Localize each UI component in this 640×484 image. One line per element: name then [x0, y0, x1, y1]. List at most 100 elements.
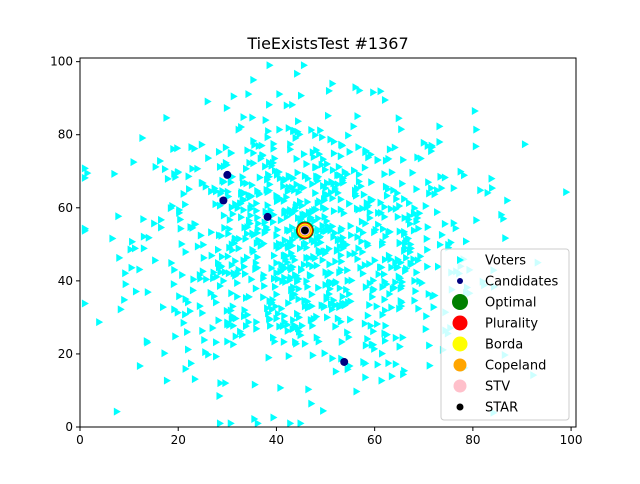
- voter-point: [383, 280, 391, 289]
- voter-point: [316, 197, 324, 206]
- voter-point: [197, 274, 205, 283]
- voter-point: [251, 380, 259, 389]
- voter-point: [140, 244, 148, 253]
- voter-point: [320, 155, 328, 164]
- voter-point: [234, 204, 242, 213]
- voter-point: [245, 318, 253, 327]
- voter-point: [397, 296, 405, 305]
- voter-point: [197, 231, 205, 240]
- voter-point: [287, 145, 295, 154]
- voter-point: [282, 264, 290, 273]
- voter-point: [308, 235, 316, 244]
- voter-point: [274, 275, 282, 284]
- voter-point: [242, 269, 250, 278]
- voter-point: [253, 324, 261, 333]
- axes: 0 20 40 60 80 100 0 20 40 60 80 100: [50, 55, 582, 447]
- voter-point: [336, 171, 344, 180]
- voter-point: [382, 156, 390, 165]
- voter-point: [337, 152, 345, 161]
- voter-point: [361, 163, 369, 172]
- voter-point: [84, 169, 92, 178]
- voter-point: [276, 174, 284, 183]
- voter-point: [326, 260, 334, 269]
- voter-point: [144, 288, 152, 297]
- voter-point: [400, 155, 408, 164]
- voter-point: [281, 236, 289, 245]
- voter-point: [373, 302, 381, 311]
- voter-point: [178, 239, 186, 248]
- voter-point: [257, 154, 265, 163]
- voter-point: [366, 208, 374, 217]
- voter-point: [303, 159, 311, 168]
- voter-point: [241, 306, 249, 315]
- voter-point: [335, 162, 343, 171]
- voter-point: [117, 305, 125, 314]
- voter-point: [345, 131, 353, 140]
- voter-point: [341, 301, 349, 310]
- voter-point: [235, 125, 243, 134]
- voter-point: [129, 237, 137, 246]
- voter-point: [174, 308, 182, 317]
- voter-point: [436, 240, 444, 249]
- voter-point: [452, 224, 460, 233]
- voter-point: [223, 306, 231, 315]
- voter-point: [414, 153, 422, 162]
- voter-point: [253, 206, 261, 215]
- voter-point: [281, 273, 289, 282]
- voter-point: [207, 288, 215, 297]
- voter-point: [315, 337, 323, 346]
- voter-point: [298, 201, 306, 210]
- voter-point: [223, 161, 231, 170]
- voter-point: [450, 184, 458, 193]
- voter-point: [191, 144, 199, 153]
- voter-point: [392, 333, 400, 342]
- voter-point: [113, 407, 121, 416]
- voter-point: [187, 359, 195, 368]
- voter-point: [171, 265, 179, 274]
- voter-point: [140, 232, 148, 241]
- voter-point: [388, 263, 396, 272]
- voter-point: [243, 229, 251, 238]
- voter-point: [337, 205, 345, 214]
- legend-marker-copeland: [453, 358, 467, 372]
- voter-point: [229, 302, 237, 311]
- voter-point: [289, 235, 297, 244]
- voter-point: [321, 196, 329, 205]
- voter-point: [225, 192, 233, 201]
- voter-point: [285, 352, 293, 361]
- voter-point: [385, 228, 393, 237]
- voter-point: [255, 219, 263, 228]
- voter-point: [204, 97, 212, 106]
- voter-point: [151, 219, 159, 228]
- voter-point: [383, 330, 391, 339]
- voter-point: [410, 255, 418, 264]
- voter-point: [381, 203, 389, 212]
- voter-point: [326, 223, 334, 232]
- voter-point: [81, 224, 89, 233]
- voter-point: [213, 338, 221, 347]
- voter-point: [415, 304, 423, 313]
- voter-point: [238, 213, 246, 222]
- axes-frame: [79, 57, 577, 428]
- voter-point: [334, 180, 342, 189]
- voter-point: [406, 199, 414, 208]
- voter-point: [397, 258, 405, 267]
- voter-point: [215, 316, 223, 325]
- voter-point: [346, 290, 354, 299]
- voter-point: [328, 177, 336, 186]
- voter-point: [331, 300, 339, 309]
- voter-point: [348, 231, 356, 240]
- voter-point: [255, 189, 263, 198]
- voter-point: [229, 210, 237, 219]
- legend-label-candidates: Candidates: [485, 275, 558, 290]
- voter-point: [378, 376, 386, 385]
- voter-point: [417, 252, 425, 261]
- voter-point: [295, 284, 303, 293]
- voter-point: [498, 210, 506, 219]
- voter-point: [477, 186, 485, 195]
- voter-point: [364, 334, 372, 343]
- legend-label-plurality: Plurality: [485, 317, 538, 332]
- voter-point: [392, 360, 400, 369]
- voter-point: [170, 280, 178, 289]
- voter-point: [377, 87, 385, 96]
